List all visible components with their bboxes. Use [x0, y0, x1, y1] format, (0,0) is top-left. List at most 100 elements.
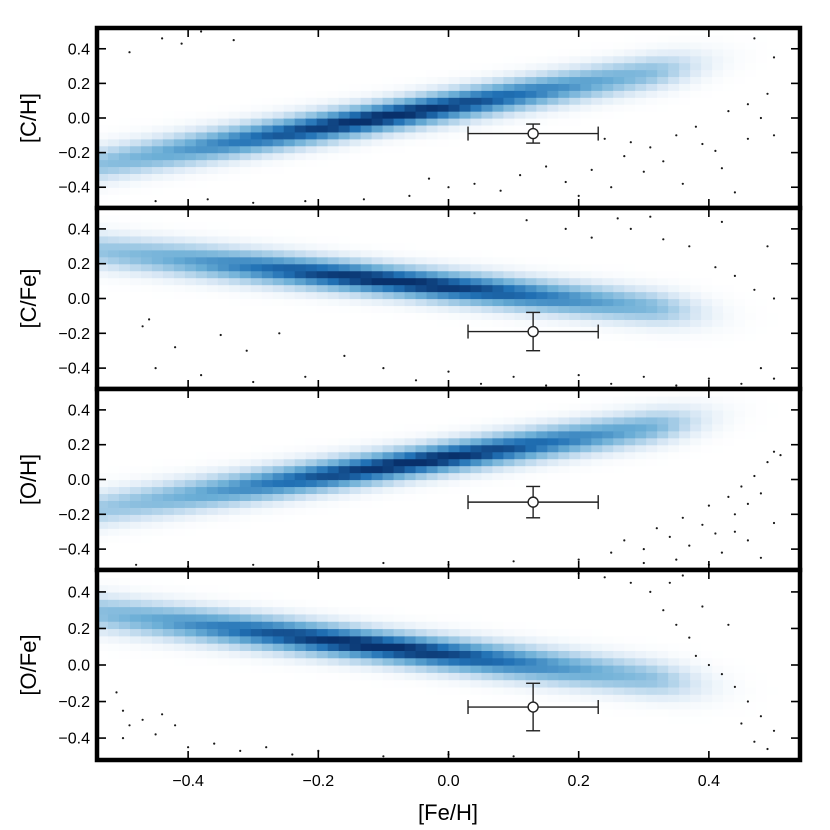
- density-cell: [745, 326, 757, 334]
- density-cell: [118, 326, 131, 334]
- density-cell: [129, 124, 142, 133]
- density-cell: [448, 235, 461, 244]
- density-cell: [426, 69, 439, 78]
- density-cell: [294, 395, 307, 404]
- density-cell: [657, 521, 669, 529]
- density-cell: [580, 90, 592, 98]
- density-cell: [701, 395, 713, 404]
- density-cell: [602, 521, 614, 529]
- density-cell: [514, 111, 526, 119]
- density-cell: [558, 416, 570, 425]
- density-cell: [569, 187, 581, 195]
- density-cell: [448, 152, 461, 161]
- density-cell: [184, 194, 197, 202]
- density-cell: [272, 361, 285, 369]
- density-cell: [338, 221, 351, 230]
- density-cell: [118, 354, 131, 362]
- density-cell: [459, 444, 472, 453]
- density-cell: [437, 395, 450, 404]
- density-cell: [393, 472, 406, 481]
- density-cell: [492, 124, 505, 133]
- density-cell: [613, 131, 625, 140]
- scatter-point: [577, 194, 580, 197]
- density-cell: [767, 354, 779, 362]
- density-cell: [327, 521, 340, 529]
- density-cell: [459, 479, 472, 488]
- density-cell: [536, 97, 548, 105]
- density-cell: [525, 152, 537, 161]
- density-cell: [734, 277, 746, 286]
- density-cell: [591, 298, 603, 307]
- density-cell: [217, 500, 230, 508]
- density-cell: [184, 124, 197, 133]
- density-cell: [360, 409, 373, 418]
- density-cell: [338, 409, 351, 418]
- density-cell: [327, 354, 340, 362]
- density-cell: [360, 361, 373, 369]
- density-cell: [327, 138, 340, 147]
- density-cell: [558, 521, 570, 529]
- density-cell: [217, 563, 230, 570]
- density-cell: [228, 48, 241, 57]
- density-cell: [701, 208, 713, 216]
- density-cell: [459, 187, 472, 195]
- density-cell: [272, 333, 285, 341]
- density-cell: [459, 62, 472, 71]
- density-cell: [261, 402, 274, 411]
- density-cell: [679, 187, 691, 195]
- density-cell: [668, 48, 680, 57]
- density-cell: [228, 256, 241, 265]
- density-cell: [591, 69, 603, 78]
- density-cell: [624, 402, 636, 411]
- density-cell: [602, 263, 614, 272]
- density-cell: [228, 458, 241, 467]
- density-cell: [283, 361, 296, 369]
- density-cell: [217, 389, 230, 397]
- density-cell: [272, 124, 285, 133]
- density-cell: [371, 83, 384, 91]
- density-cell: [272, 556, 285, 564]
- density-cell: [591, 549, 603, 557]
- density-cell: [437, 235, 450, 244]
- density-cell: [558, 180, 570, 188]
- density-cell: [558, 291, 570, 300]
- density-cell: [613, 34, 625, 43]
- density-cell: [635, 90, 647, 98]
- density-cell: [107, 48, 120, 57]
- density-cell: [437, 319, 450, 327]
- density-cell: [404, 221, 417, 230]
- density-cell: [635, 83, 647, 91]
- density-cell: [316, 347, 329, 355]
- density-cell: [657, 375, 669, 383]
- density-cell: [349, 416, 362, 425]
- density-cell: [569, 486, 581, 495]
- density-cell: [426, 535, 439, 543]
- density-cell: [173, 444, 186, 453]
- density-cell: [206, 375, 219, 383]
- density-cell: [558, 41, 570, 50]
- density-cell: [591, 333, 603, 341]
- density-cell: [745, 305, 757, 314]
- density-cell: [701, 514, 713, 522]
- density-cell: [503, 389, 515, 397]
- density-cell: [151, 145, 164, 154]
- density-cell: [327, 493, 340, 501]
- density-cell: [404, 131, 417, 140]
- density-cell: [283, 340, 296, 348]
- density-cell: [734, 173, 746, 181]
- density-cell: [283, 423, 296, 432]
- density-cell: [426, 131, 439, 140]
- density-cell: [151, 305, 164, 314]
- density-cell: [503, 28, 515, 36]
- density-cell: [129, 138, 142, 147]
- density-cell: [580, 194, 592, 202]
- density-cell: [129, 194, 142, 202]
- density-cell: [327, 194, 340, 202]
- density-cell: [723, 28, 735, 36]
- density-cell: [97, 514, 109, 522]
- density-cell: [272, 138, 285, 147]
- density-cell: [349, 180, 362, 188]
- density-cell: [228, 28, 241, 36]
- density-cell: [459, 500, 472, 508]
- density-cell: [448, 298, 461, 307]
